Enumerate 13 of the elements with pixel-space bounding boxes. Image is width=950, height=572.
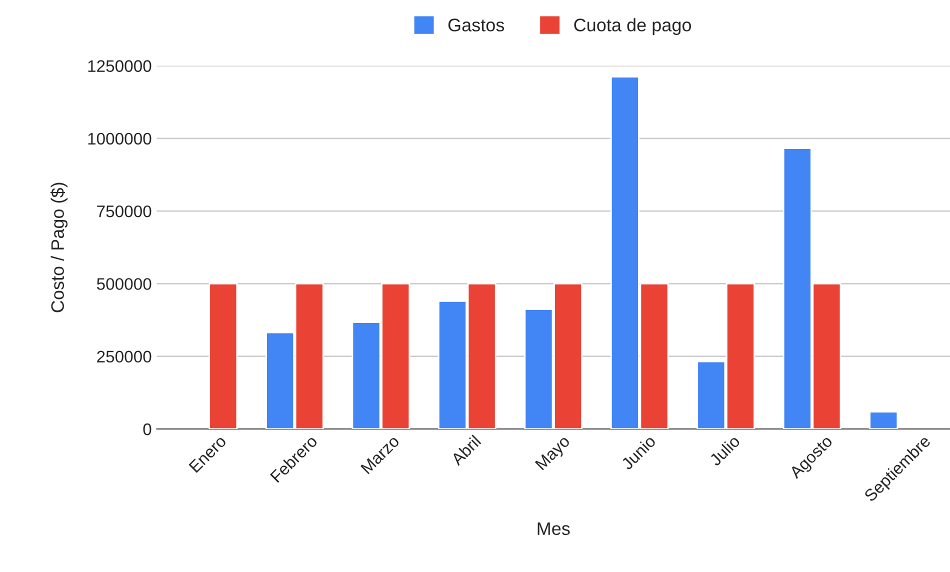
legend-label: Cuota de pago [574,18,692,35]
y-tick-label: 250000 [97,350,152,363]
y-axis-title: Costo / Pago ($) [50,182,68,312]
y-tick-label: 500000 [96,278,152,290]
x-tick-label: Julio [708,434,741,467]
legend-label: Gastos [448,18,504,32]
bar [208,283,238,429]
y-tick-label: 1250000 [88,60,152,72]
y-tick-label: 0 [143,423,152,436]
bar [869,411,898,429]
y-tick-label: 1000000 [88,132,152,145]
y-tick-label: 750000 [97,205,152,218]
x-axis-title: Mes [538,522,570,536]
